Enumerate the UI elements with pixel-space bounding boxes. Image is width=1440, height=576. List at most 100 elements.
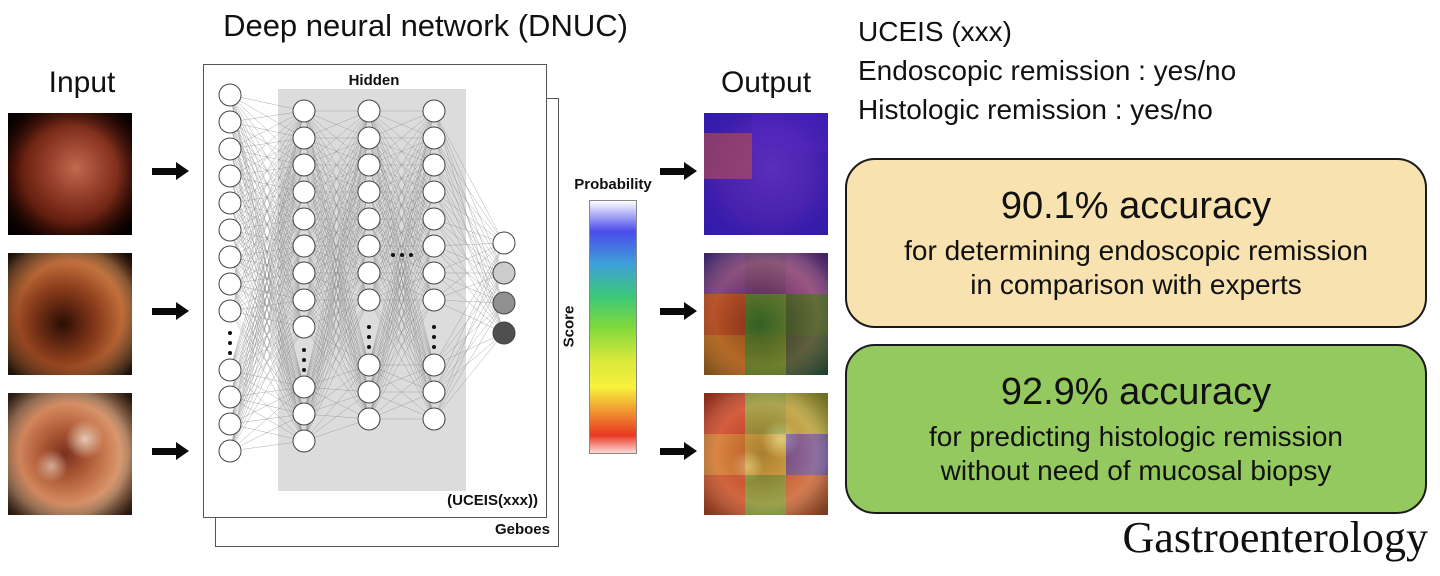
- histologic-accuracy-line1: for predicting histologic remission: [929, 420, 1343, 452]
- heatmap-cell: [745, 434, 786, 475]
- network-node: [218, 439, 242, 463]
- network-node: [218, 412, 242, 436]
- network-edge: [303, 137, 370, 328]
- ellipsis-dot: [432, 335, 436, 339]
- network-node: [357, 234, 381, 258]
- output-node: [492, 321, 516, 345]
- network-edge: [433, 242, 505, 274]
- network-node: [218, 137, 242, 161]
- network-edge: [303, 110, 370, 366]
- network-node: [422, 180, 446, 204]
- network-edge: [433, 272, 505, 420]
- probability-colorbar: [589, 200, 637, 454]
- network-edge: [368, 364, 435, 393]
- network-node: [292, 99, 316, 123]
- network-edge: [433, 272, 505, 393]
- network-edge: [303, 391, 370, 442]
- network-node: [357, 126, 381, 150]
- network-edge: [368, 245, 435, 301]
- network-node: [292, 261, 316, 285]
- network-edge: [229, 218, 305, 312]
- histologic-accuracy-value: 92.9% accuracy: [1000, 370, 1272, 413]
- network-edge: [433, 110, 505, 304]
- network-edge: [433, 137, 505, 244]
- endoscopic-accuracy-value: 90.1% accuracy: [1000, 184, 1272, 227]
- network-edge: [229, 369, 305, 388]
- network-edge: [433, 245, 505, 334]
- network-edge: [433, 218, 505, 304]
- ellipsis-dot: [432, 325, 436, 329]
- network-edge: [303, 110, 370, 220]
- network-edge: [368, 218, 435, 301]
- input-endoscopy-image-3: [8, 393, 132, 515]
- network-edge: [303, 110, 370, 193]
- network-edge: [433, 299, 505, 334]
- network-edge: [229, 110, 305, 177]
- network-edge: [229, 110, 305, 312]
- heatmap-cell: [704, 434, 745, 475]
- network-edge: [368, 110, 435, 220]
- ellipsis-dot: [400, 253, 404, 257]
- network-node: [357, 99, 381, 123]
- heatmap-cell: [704, 294, 745, 335]
- heatmap-cell: [786, 434, 828, 475]
- heatmap-cell: [786, 475, 828, 515]
- network-node: [218, 358, 242, 382]
- probability-label: Probability: [574, 176, 652, 193]
- network-edge: [433, 164, 505, 244]
- output-node: [492, 291, 516, 315]
- network-node: [292, 153, 316, 177]
- network-edge: [368, 191, 435, 301]
- heatmap-cell: [745, 253, 786, 294]
- ellipsis-dot: [228, 341, 232, 345]
- network-edge: [433, 242, 505, 366]
- network-edge: [303, 272, 370, 328]
- network-edge: [229, 386, 305, 398]
- network-edge: [229, 326, 305, 452]
- endoscopic-accuracy-line2: in comparison with experts: [970, 268, 1302, 300]
- network-edge: [303, 245, 370, 328]
- network-edge: [229, 191, 305, 452]
- network-node: [422, 99, 446, 123]
- network-node: [422, 407, 446, 431]
- uceis-label: (UCEIS(xxx)): [447, 492, 538, 509]
- network-edge: [433, 218, 505, 274]
- network-edge: [368, 299, 435, 420]
- right-arrow-icon: [152, 442, 189, 460]
- histologic-accuracy-box: 92.9% accuracy for predicting histologic…: [845, 344, 1427, 514]
- network-node: [292, 402, 316, 426]
- network-edge: [229, 110, 305, 258]
- heatmap-cell: [752, 113, 828, 153]
- network-edge: [368, 110, 435, 247]
- network-edge: [433, 332, 505, 393]
- network-edge: [433, 218, 505, 334]
- network-edge: [433, 302, 505, 393]
- output-heatmap-image-2: [704, 253, 828, 375]
- network-edge: [303, 110, 370, 328]
- ellipsis-dot: [367, 335, 371, 339]
- heatmap-cell: [786, 253, 828, 294]
- right-arrow-icon: [152, 162, 189, 180]
- network-edge: [433, 137, 505, 334]
- network-edge: [229, 137, 305, 312]
- endoscopic-accuracy-line1: for determining endoscopic remission: [904, 234, 1368, 266]
- network-node: [422, 380, 446, 404]
- network-edge: [433, 332, 505, 420]
- network-edge: [433, 272, 505, 334]
- network-edge: [303, 110, 370, 388]
- heatmap-cell: [704, 133, 752, 179]
- heatmap-cell: [786, 393, 828, 434]
- network-node: [357, 380, 381, 404]
- network-edge: [368, 110, 435, 193]
- ellipsis-dot: [367, 345, 371, 349]
- network-edge: [433, 110, 505, 244]
- network-edge: [303, 326, 370, 393]
- network-edge: [229, 191, 305, 312]
- network-edge: [433, 299, 505, 304]
- heatmap-cell: [786, 335, 828, 375]
- network-edge: [368, 110, 435, 393]
- network-edge: [433, 242, 505, 301]
- right-arrow-icon: [660, 302, 697, 320]
- network-node: [218, 164, 242, 188]
- network-edge: [229, 110, 305, 425]
